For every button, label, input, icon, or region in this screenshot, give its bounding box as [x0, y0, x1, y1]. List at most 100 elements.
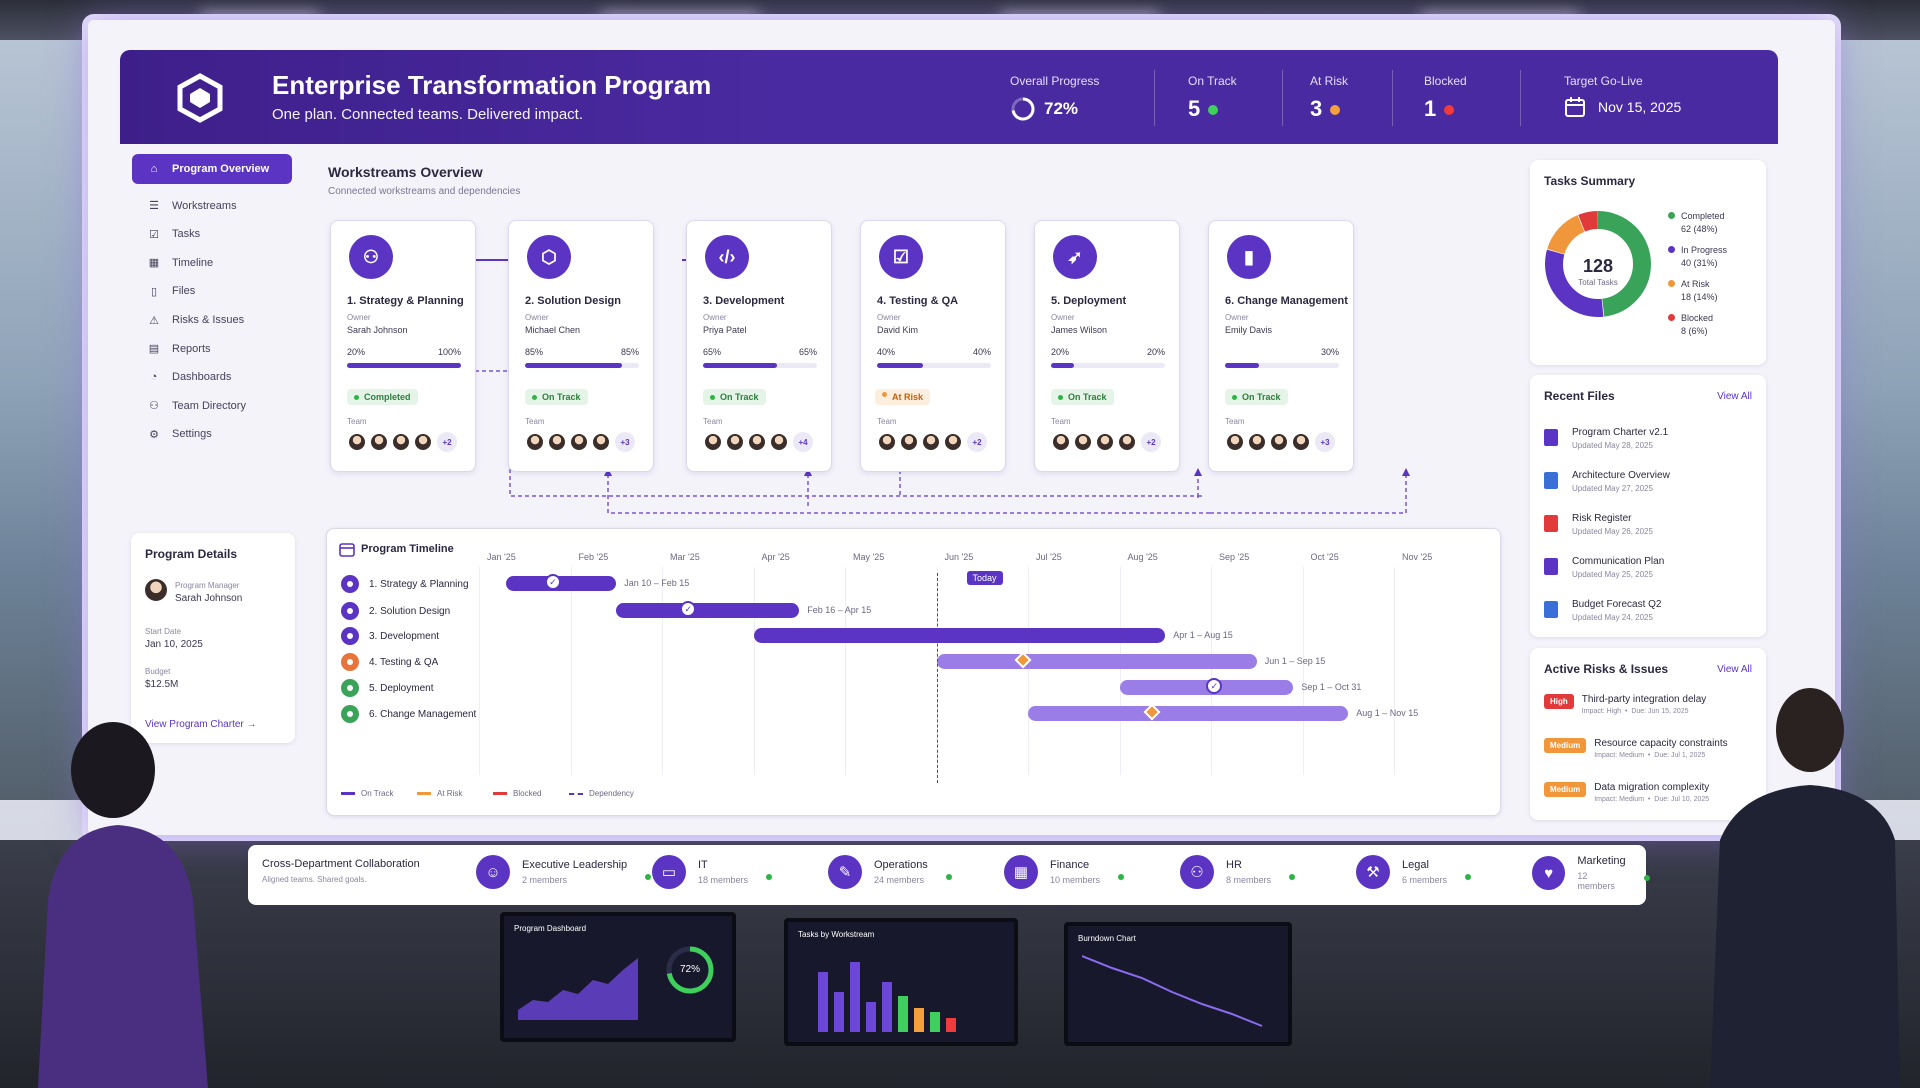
file-item[interactable]: Communication Plan Updated May 25, 2025: [1544, 556, 1664, 579]
avatar: [391, 432, 411, 452]
view-all-files-link[interactable]: View All: [1717, 391, 1752, 402]
view-all-risks-link[interactable]: View All: [1717, 664, 1752, 675]
timeline-row-label[interactable]: 6. Change Management: [341, 705, 476, 723]
timeline-row-label[interactable]: 5. Deployment: [341, 679, 433, 697]
department-marketing[interactable]: ♥ Marketing 12 members: [1532, 855, 1651, 891]
progress-bar: [347, 363, 461, 368]
online-status-dot: [945, 874, 952, 880]
department-executive-leadership[interactable]: ☺ Executive Leadership 2 members: [476, 855, 652, 889]
online-status-dot: [766, 874, 773, 880]
tasks-summary-panel: Tasks Summary 128 Total Tasks Completed 6…: [1530, 160, 1766, 365]
file-item[interactable]: Program Charter v2.1 Updated May 28, 2025: [1544, 427, 1668, 450]
file-item[interactable]: Risk Register Updated May 26, 2025: [1544, 513, 1653, 536]
extra-members-count: +3: [1315, 432, 1335, 452]
risk-item[interactable]: Medium Data migration complexity Impact: M…: [1544, 782, 1709, 803]
file-item[interactable]: Budget Forecast Q2 Updated May 24, 2025: [1544, 599, 1662, 622]
sidebar-item-reports[interactable]: ▤ Reports: [132, 334, 292, 364]
woman-viewer-silhouette: [38, 722, 208, 1088]
team-label: Team: [347, 417, 367, 426]
sidebar-item-dashboards[interactable]: ◔ Dashboards: [132, 362, 292, 392]
risk-item[interactable]: High Third-party integration delay Impact:…: [1544, 694, 1706, 715]
progress-right: 85%: [620, 347, 639, 357]
sidebar-item-timeline[interactable]: ▦ Timeline: [132, 248, 292, 278]
workstream-card[interactable]: ‹/› 3. Development Owner Priya Patel 65% 65% O…: [686, 220, 832, 472]
workstream-card[interactable]: ⬡ 2. Solution Design Owner Michael Chen 85% 8…: [508, 220, 654, 472]
progress-bar: [1225, 363, 1339, 368]
workstream-card[interactable]: ▮ 6. Change Management Owner Emily Davis 30%…: [1208, 220, 1354, 472]
avatar: [1269, 432, 1289, 452]
gear-icon: ⚙: [149, 428, 159, 441]
department-hr[interactable]: ⚇ HR 8 members: [1180, 855, 1296, 889]
desk-monitor-dashboard: Program Dashboard 72%: [500, 912, 736, 1042]
sidebar-item-tasks[interactable]: ☑ Tasks: [132, 219, 292, 249]
workstream-card[interactable]: ➶ 5. Deployment Owner James Wilson 20% 20% On …: [1034, 220, 1180, 472]
department-operations[interactable]: ✎ Operations 24 members: [828, 855, 952, 889]
month-label: Jul '25: [1036, 552, 1062, 562]
sidebar-item-risks-issues[interactable]: ⚠ Risks & Issues: [132, 305, 292, 335]
donut-slice-completed[interactable]: [1545, 211, 1651, 317]
workstream-card[interactable]: ☑ 4. Testing & QA Owner David Kim 40% 40% At R…: [860, 220, 1006, 472]
team-avatars: +2: [347, 432, 457, 452]
kpi-label: On Track: [1188, 74, 1237, 88]
file-text: Risk Register Updated May 26, 2025: [1572, 513, 1653, 536]
tasks-donut-chart: [1545, 211, 1651, 317]
workstreams-overview: Workstreams Overview Connected workstrea…: [310, 158, 1512, 523]
calendar-icon: ▦: [148, 257, 160, 270]
sidebar-item-workstreams[interactable]: ☰ Workstreams: [132, 191, 292, 221]
department-finance[interactable]: ▦ Finance 10 members: [1004, 855, 1125, 889]
avatar: [1095, 432, 1115, 452]
month-label: May '25: [853, 552, 885, 562]
sidebar-item-team-directory[interactable]: ⚇ Team Directory: [132, 391, 292, 421]
wrench-icon: ✎: [828, 855, 862, 889]
progress-left: 20%: [1051, 347, 1070, 357]
extra-members-count: +2: [1141, 432, 1161, 452]
monitor-title: Tasks by Workstream: [798, 930, 875, 939]
ceiling-light: [1420, 14, 1580, 19]
warning-icon: ⚠: [149, 314, 159, 327]
view-charter-link[interactable]: View Program Charter →: [145, 719, 257, 730]
risk-name: Data migration complexity: [1594, 782, 1710, 793]
kpi-value: Nov 15, 2025: [1598, 99, 1682, 115]
department-members: 12 members: [1577, 871, 1615, 891]
gantt-bar[interactable]: [936, 654, 1257, 669]
gantt-bar[interactable]: [1028, 706, 1349, 721]
link-label: View Program Charter: [145, 719, 244, 730]
divider: [1520, 70, 1521, 126]
sidebar-item-files[interactable]: ▯ Files: [132, 276, 292, 306]
shield-heart-icon: ♥: [1532, 856, 1566, 890]
month-label: Aug '25: [1127, 552, 1158, 562]
team-avatars: +3: [525, 432, 635, 452]
gantt-bar[interactable]: [616, 603, 800, 618]
ceiling-light: [600, 14, 760, 19]
risk-item[interactable]: Medium Resource capacity constraints Impac…: [1544, 738, 1728, 759]
row-name: 1. Strategy & Planning: [369, 578, 469, 590]
workstream-dot-icon: [341, 602, 359, 620]
risk-name: Resource capacity constraints: [1594, 738, 1728, 749]
department-it[interactable]: ▭ IT 18 members: [652, 855, 773, 889]
file-item[interactable]: Architecture Overview Updated May 27, 202…: [1544, 470, 1670, 493]
owner-name: Sarah Johnson: [347, 325, 408, 335]
kpi-value: 72%: [1044, 99, 1079, 118]
department-legal[interactable]: ⚒ Legal 6 members: [1356, 855, 1472, 889]
sidebar-item-label: Team Directory: [172, 399, 246, 412]
sidebar-item-settings[interactable]: ⚙ Settings: [132, 419, 292, 449]
donut-slice-in-progress[interactable]: [1545, 211, 1651, 317]
avatar: [921, 432, 941, 452]
legend-dot: [1668, 314, 1675, 321]
sidebar-item-program-overview[interactable]: ⌂ Program Overview: [132, 154, 292, 184]
sidebar-item-label: Tasks: [172, 228, 201, 241]
timeline-row-label[interactable]: 4. Testing & QA: [341, 653, 438, 671]
department-members: 6 members: [1402, 875, 1448, 885]
progress-right: 100%: [437, 347, 461, 357]
avatar: [1051, 432, 1071, 452]
timeline-row-label[interactable]: 2. Solution Design: [341, 602, 450, 620]
workstream-card[interactable]: ⚇ 1. Strategy & Planning Owner Sarah Johnso…: [330, 220, 476, 472]
timeline-row-label[interactable]: 3. Development: [341, 627, 439, 645]
panel-title: Tasks Summary: [1544, 174, 1636, 188]
gantt-bar[interactable]: [506, 576, 617, 591]
status-dot: [532, 395, 537, 401]
timeline-row-label[interactable]: 1. Strategy & Planning: [341, 575, 469, 593]
gantt-bar[interactable]: [753, 628, 1166, 643]
month-label: Nov '25: [1402, 552, 1433, 562]
workstream-dot-icon: [341, 679, 359, 697]
